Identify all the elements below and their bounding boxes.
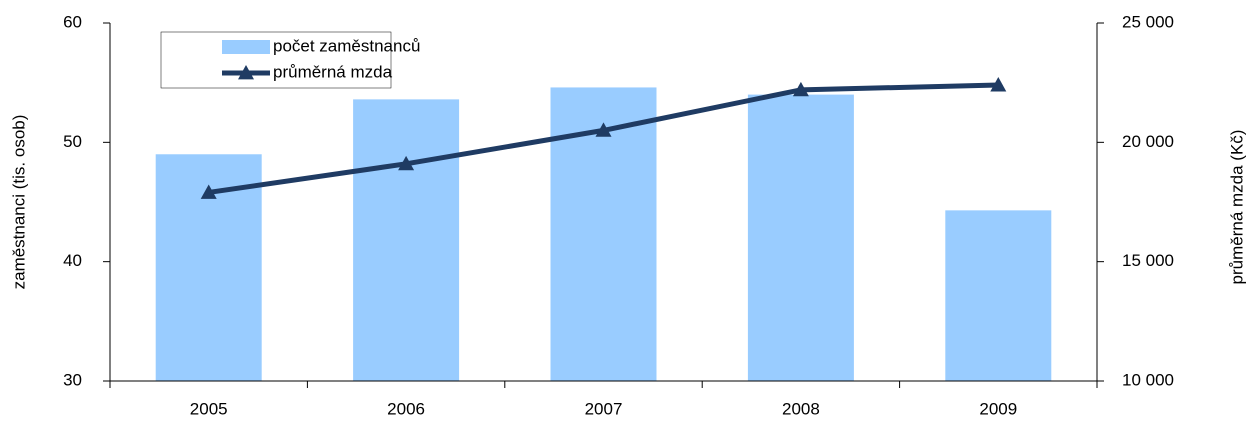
bar	[945, 210, 1052, 381]
line-marker	[990, 77, 1007, 92]
x-tick-label: 2005	[190, 399, 228, 418]
line-marker	[398, 155, 415, 171]
y-tick-label: 40	[63, 251, 82, 270]
line-marker	[792, 81, 809, 97]
legend-label: průměrná mzda	[273, 62, 393, 81]
legend-label: počet zaměstnanců	[273, 36, 420, 55]
y2-axis-title: průměrná mzda (Kč)	[1227, 130, 1246, 285]
y2-tick-label: 10 000	[1122, 370, 1174, 389]
y-tick-label: 60	[63, 12, 82, 31]
legend-marker	[238, 65, 254, 80]
bar	[747, 94, 854, 381]
legend-box	[160, 31, 392, 89]
x-tick-label: 2007	[585, 399, 623, 418]
x-tick-label: 2009	[979, 399, 1017, 418]
y-tick-label: 30	[63, 370, 82, 389]
y-tick-label: 50	[63, 132, 82, 151]
y2-tick-label: 15 000	[1122, 251, 1174, 270]
legend-swatch	[222, 40, 270, 54]
line-marker	[200, 184, 217, 199]
x-tick-label: 2006	[387, 399, 425, 418]
bar	[353, 99, 460, 381]
line-marker	[595, 122, 612, 137]
y-axis-title: zaměstnanci (tis. osob)	[9, 115, 28, 290]
y2-tick-label: 25 000	[1122, 12, 1174, 31]
x-tick-label: 2008	[782, 399, 820, 418]
y2-tick-label: 20 000	[1122, 132, 1174, 151]
